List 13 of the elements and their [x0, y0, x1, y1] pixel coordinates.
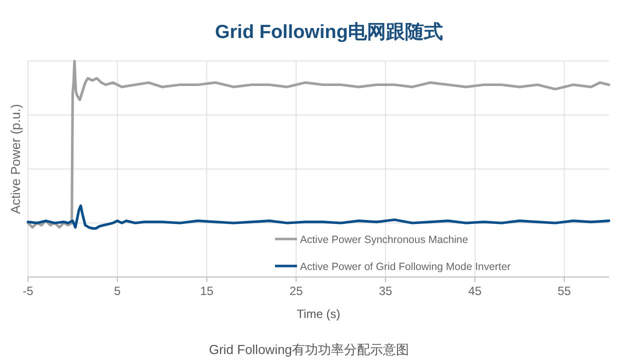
x-tick-label: 5	[114, 284, 122, 298]
x-tick-label: 15	[200, 284, 214, 298]
x-tick-label: 45	[468, 284, 482, 298]
x-tick-label: 55	[558, 284, 572, 298]
legend-label: Active Power Synchronous Machine	[300, 234, 468, 246]
x-tick-label: 35	[378, 284, 393, 298]
x-tick-label: -5	[22, 284, 34, 298]
x-tick-label: 25	[289, 284, 304, 298]
text: Grid Following有功功率分配示意图	[208, 342, 410, 357]
legend-label: Active Power of Grid Following Mode Inverter	[300, 261, 512, 273]
chart-title: Grid Following电网跟随式	[215, 21, 443, 43]
x-axis-title: Time (s)	[296, 307, 340, 321]
y-axis-title: Active Power (p.u.)	[8, 104, 23, 214]
